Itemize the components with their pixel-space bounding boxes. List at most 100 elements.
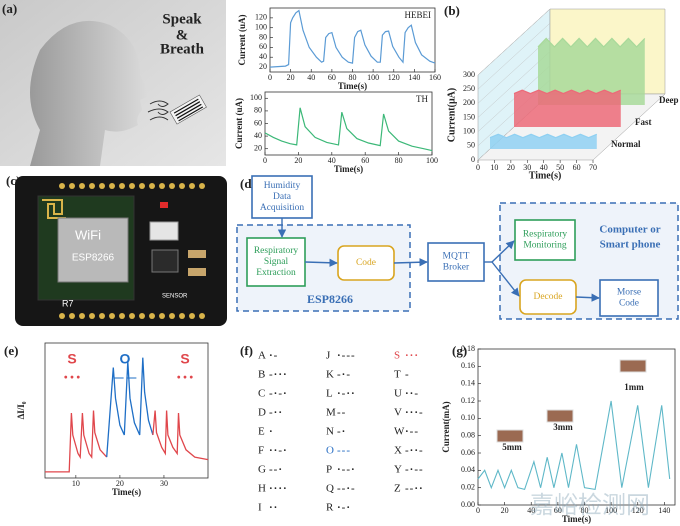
morse-code: ··-: [405, 388, 419, 400]
x-tick-label: 40: [540, 163, 548, 172]
series-label: Normal: [611, 139, 641, 149]
x-axis-label: Time(s): [562, 514, 591, 524]
morse-code: -·--: [405, 464, 424, 476]
morse-code: ···-: [405, 407, 424, 419]
pin: [199, 313, 205, 319]
pin: [89, 313, 95, 319]
pin: [129, 313, 135, 319]
x-tick-label: 60: [361, 156, 369, 165]
morse-code: ··-·: [269, 445, 288, 457]
node-box: [246, 237, 306, 287]
sensor-label: SENSOR: [162, 294, 188, 300]
morse-code: -·: [337, 426, 346, 438]
annotation: 5mm: [502, 442, 522, 452]
pin: [169, 313, 175, 319]
plot-frame: [477, 348, 676, 506]
morse-code: --: [337, 407, 346, 419]
watermark: 嘉峪检测网: [530, 491, 650, 519]
y-tick-label: 0.08: [461, 430, 475, 439]
x-axis-label: Time(s): [529, 170, 562, 181]
y-tick-label: 20: [259, 62, 267, 71]
series-label: Deep: [659, 95, 679, 105]
pin: [159, 313, 165, 319]
annotation: — —: [114, 373, 137, 384]
pin: [189, 183, 195, 189]
y-tick-label: 0.06: [461, 448, 475, 457]
x-tick-label: 60: [328, 73, 336, 82]
y-tick-label: 0: [471, 155, 475, 164]
x-tick-label: 20: [294, 156, 302, 165]
annotation: S: [180, 351, 189, 367]
y-tick-label: 0.14: [461, 378, 475, 387]
morse-letter: H: [258, 483, 266, 495]
chip-label: WiFi: [75, 227, 101, 242]
morse-letter: Z: [394, 483, 401, 495]
node-label: Broker: [443, 263, 470, 273]
grid-line: [477, 23, 551, 90]
morse-code: ·-: [269, 350, 278, 362]
pin: [59, 313, 65, 319]
illustration-text: Speak: [162, 11, 202, 27]
x-tick-label: 80: [580, 506, 588, 515]
x-tick-label: 30: [160, 479, 168, 488]
pin: [59, 183, 65, 189]
x-tick-label: 20: [501, 506, 509, 515]
pin: [109, 183, 115, 189]
y-tick-label: 300: [463, 70, 475, 79]
y-tick-label: 60: [254, 118, 262, 127]
pin: [89, 183, 95, 189]
pin: [189, 313, 195, 319]
node-label: Code: [356, 258, 376, 268]
x-tick-label: 70: [589, 163, 597, 172]
pin: [179, 183, 185, 189]
sample-photo: [496, 429, 524, 443]
chip-shield: [57, 217, 129, 283]
y-axis-label: Current (uA): [234, 98, 244, 149]
morse-letter: R: [326, 502, 334, 514]
illustration: [0, 0, 226, 167]
x-tick-label: 80: [395, 156, 403, 165]
x-tick-label: 20: [116, 479, 124, 488]
data-line: [152, 410, 209, 461]
annotation: 3mm: [553, 422, 573, 432]
morse-letter: X: [394, 445, 402, 457]
morse-letter: A: [258, 350, 266, 362]
arrow: [491, 240, 515, 263]
sample-photo: [546, 409, 574, 423]
morse-letter: M: [326, 407, 336, 419]
node-label: Code: [619, 299, 639, 309]
morse-code: -·-: [337, 369, 351, 381]
panel-label: (g): [452, 343, 467, 358]
node-label: Respiratory: [254, 246, 299, 256]
data-line: [106, 357, 154, 458]
group-label: Smart phone: [600, 239, 661, 251]
node-box: [251, 175, 313, 219]
arrow: [393, 258, 428, 267]
morse-code: -··-: [405, 445, 424, 457]
group-label: ESP8266: [307, 292, 353, 306]
morse-letter: C: [258, 388, 265, 400]
x-tick-label: 60: [573, 163, 581, 172]
morse-code: -: [405, 369, 410, 381]
x-tick-label: 0: [268, 73, 272, 82]
morse-code: --·: [269, 464, 283, 476]
plot-frame: [44, 342, 209, 479]
pin: [69, 313, 75, 319]
x-tick-label: 40: [307, 73, 315, 82]
morse-letter: I: [258, 502, 262, 514]
x-tick-label: 80: [349, 73, 357, 82]
led: [160, 202, 168, 208]
node-label: Respiratory: [523, 230, 568, 240]
x-tick-label: 100: [605, 506, 617, 515]
morse-code: ·--: [405, 426, 419, 438]
y-tick-label: 0.10: [461, 413, 475, 422]
x-tick-label: 30: [523, 163, 531, 172]
y-tick-label: 20: [254, 144, 262, 153]
x-tick-label: 40: [328, 156, 336, 165]
y-tick-label: 0.04: [461, 465, 475, 474]
button: [149, 221, 179, 241]
illustration-text: Breath: [160, 41, 205, 57]
morse-code: ·--·: [337, 464, 356, 476]
morse-letter: N: [326, 426, 334, 438]
y-tick-label: 0.18: [461, 344, 475, 353]
